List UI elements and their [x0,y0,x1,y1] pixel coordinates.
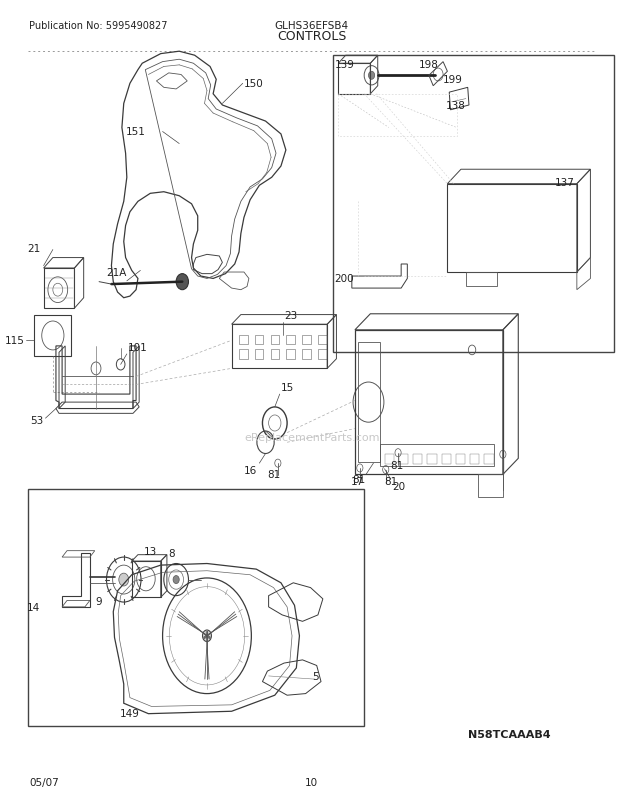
Circle shape [368,72,374,80]
Bar [456,455,465,464]
Bar [286,335,295,345]
Bar [470,455,479,464]
Bar [286,350,295,359]
Bar [239,335,247,345]
Text: 5: 5 [312,671,319,681]
Bar [255,350,264,359]
Bar [399,455,408,464]
Text: 10: 10 [305,777,318,787]
Text: 16: 16 [244,465,257,475]
Text: 200: 200 [335,274,354,284]
Text: 81: 81 [391,460,404,470]
Text: 139: 139 [335,60,355,70]
Text: 8: 8 [169,549,175,558]
Text: CONTROLS: CONTROLS [277,30,347,43]
Text: 199: 199 [443,75,463,85]
Bar [318,350,327,359]
Text: 05/07: 05/07 [29,777,59,787]
Text: 15: 15 [281,383,294,393]
Text: 20: 20 [392,481,405,491]
Bar [379,444,494,467]
Text: 53: 53 [30,415,43,425]
Bar [255,335,264,345]
Bar [232,325,327,369]
Text: 115: 115 [4,336,25,346]
Text: 198: 198 [418,60,438,70]
Text: N58TCAAAB4: N58TCAAAB4 [467,729,551,739]
Bar [270,350,279,359]
Text: 138: 138 [446,101,466,111]
Bar [318,335,327,345]
Circle shape [176,274,188,290]
Bar [239,350,247,359]
Text: 81: 81 [352,475,365,484]
Text: Publication No: 5995490827: Publication No: 5995490827 [29,21,168,30]
Bar [384,455,394,464]
Bar [34,315,71,357]
Bar [441,455,451,464]
Text: 151: 151 [125,128,145,137]
Text: eReplacementParts.com: eReplacementParts.com [244,432,379,442]
Bar [28,489,364,726]
Text: 150: 150 [244,79,264,89]
Text: 81: 81 [384,476,398,486]
Text: 21A: 21A [107,268,127,277]
Bar [270,335,279,345]
Circle shape [173,576,179,584]
Text: 13: 13 [144,546,157,556]
Bar [358,342,379,463]
Bar [302,350,311,359]
Text: 137: 137 [556,178,575,188]
Text: 23: 23 [284,311,297,321]
Text: 149: 149 [120,708,140,718]
Text: GLHS36EFSB4: GLHS36EFSB4 [275,21,349,30]
Bar [484,455,494,464]
Bar [302,335,311,345]
Circle shape [203,630,211,642]
Text: 21: 21 [27,244,40,253]
Text: 9: 9 [95,597,102,606]
Bar [334,56,614,353]
Text: 81: 81 [267,470,281,480]
Bar [413,455,422,464]
Text: 14: 14 [27,602,40,612]
Bar [427,455,436,464]
Circle shape [119,573,129,586]
Text: 101: 101 [128,343,148,353]
Text: 17: 17 [351,476,364,486]
